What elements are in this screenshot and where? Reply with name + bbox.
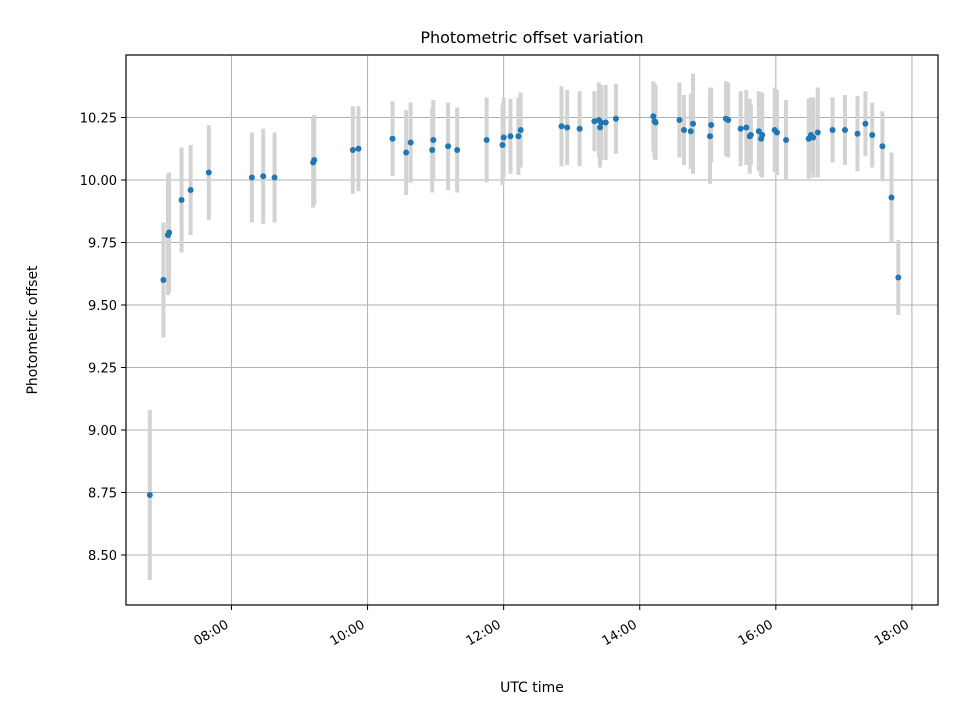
data-point — [759, 132, 766, 138]
data-point — [166, 229, 173, 236]
data-point — [430, 137, 437, 143]
data-point — [517, 127, 524, 133]
data-point — [515, 133, 522, 140]
data-point — [737, 125, 744, 132]
data-point — [429, 147, 436, 153]
x-axis-label: UTC time — [500, 680, 564, 696]
y-tick-label: 10.25 — [80, 112, 117, 127]
data-point — [445, 143, 452, 150]
y-tick-label: 8.50 — [88, 549, 117, 564]
data-point — [576, 125, 583, 132]
data-point — [160, 277, 167, 283]
data-point — [602, 119, 609, 126]
y-tick-label: 9.00 — [88, 424, 117, 439]
data-point — [355, 145, 362, 152]
data-point — [389, 135, 396, 142]
data-point — [499, 142, 506, 148]
data-point — [650, 113, 657, 120]
data-point — [271, 174, 278, 181]
data-point — [743, 124, 750, 131]
data-point — [597, 124, 604, 131]
y-tick-label: 9.25 — [88, 362, 117, 377]
data-point — [260, 173, 267, 180]
data-point — [842, 127, 849, 133]
data-point — [879, 143, 886, 150]
data-point — [810, 134, 817, 141]
data-point — [680, 127, 687, 133]
data-point — [454, 147, 461, 153]
y-axis-label: Photometric offset — [25, 265, 41, 395]
data-point — [707, 133, 714, 140]
data-point — [407, 139, 414, 146]
data-point — [483, 137, 490, 143]
data-point — [783, 137, 790, 143]
data-point — [311, 157, 318, 163]
y-tick-label: 9.75 — [88, 237, 117, 252]
data-point — [146, 492, 153, 498]
data-point — [888, 194, 895, 201]
data-point — [187, 187, 194, 193]
data-point — [598, 119, 605, 126]
data-point — [676, 117, 683, 123]
data-point — [612, 115, 619, 122]
data-point — [507, 133, 514, 140]
data-point — [814, 129, 821, 136]
data-point — [403, 149, 410, 156]
data-point — [205, 169, 212, 176]
data-point — [895, 274, 902, 281]
y-tick-label: 8.75 — [88, 487, 117, 502]
data-point — [558, 123, 565, 130]
plot-frame — [125, 54, 939, 606]
data-point — [862, 120, 869, 127]
data-points — [146, 113, 902, 498]
data-point — [708, 122, 715, 128]
data-point — [690, 120, 697, 127]
data-point — [591, 118, 598, 125]
data-point — [349, 147, 356, 153]
y-axis-ticks: 8.50 8.75 9.00 9.25 9.50 9.75 10.00 10.25 — [80, 112, 126, 564]
data-point — [687, 128, 694, 135]
data-point — [248, 174, 255, 181]
data-point — [869, 132, 876, 138]
data-point — [725, 117, 732, 123]
y-tick-label: 10.00 — [80, 174, 117, 189]
data-point — [652, 119, 659, 126]
y-tick-label: 9.50 — [88, 299, 117, 314]
data-point — [773, 129, 780, 136]
data-point — [564, 124, 571, 131]
data-point — [747, 132, 754, 138]
data-point — [500, 134, 507, 141]
data-point — [854, 130, 861, 137]
data-point — [829, 127, 836, 133]
data-point — [178, 197, 185, 203]
chart-title: Photometric offset variation — [420, 28, 643, 47]
